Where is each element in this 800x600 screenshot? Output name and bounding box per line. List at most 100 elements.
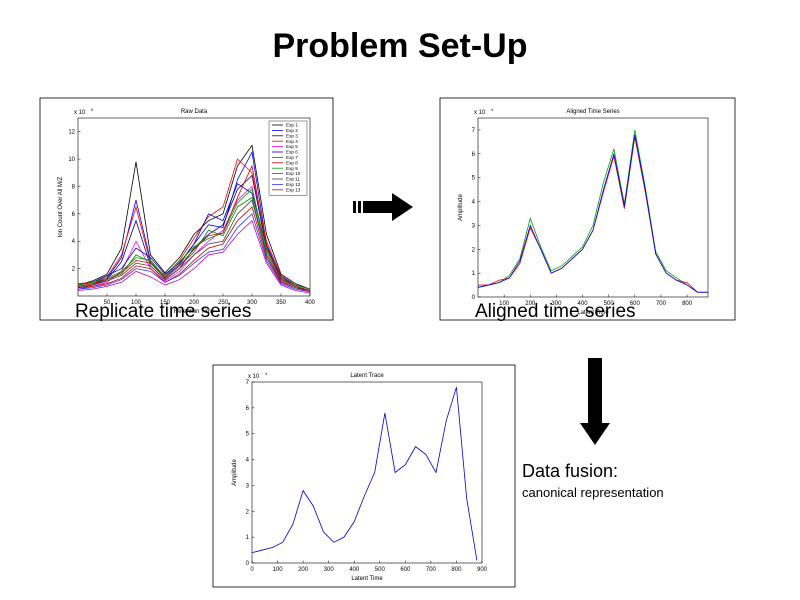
y-tick-label: 6 (72, 212, 76, 218)
data-line (78, 164, 310, 291)
chart-title: Raw Data (181, 109, 208, 115)
legend-box (268, 120, 308, 196)
plot-lines (252, 387, 478, 561)
y-axis-label: Ion Count Over All M/Z (58, 176, 64, 237)
chart: Raw Data Retention Time Ion Count Over All… (39, 97, 334, 321)
data-line (478, 134, 708, 293)
y-tick-label: 4 (472, 200, 476, 206)
plot-lines (78, 144, 310, 294)
y-multiplier: x 10 (248, 374, 260, 380)
y-tick-label: 4 (72, 239, 76, 245)
y-tick-label: 7 (472, 128, 476, 134)
y-tick-label: 1 (472, 271, 476, 277)
legend-label: Exp 6 (286, 150, 298, 155)
y-multiplier: x 10 (474, 110, 486, 116)
legend-label: Exp 13 (286, 187, 301, 192)
x-tick-label: 300 (247, 300, 258, 306)
y-axis-label: Amplitude (458, 194, 464, 221)
charts: Raw Data Retention Time Ion Count Over All… (39, 97, 736, 588)
y-tick-label: 7 (246, 380, 250, 386)
x-tick-label: 400 (349, 567, 360, 573)
chart-frame (439, 97, 736, 321)
y-tick-label: 3 (472, 223, 476, 229)
chart: Latent Trace Latent Time Amplitude x 10 4 0 10… (212, 364, 516, 588)
legend-label: Exp 2 (286, 128, 298, 133)
plot-lines (478, 129, 708, 293)
caption: canonical representation (522, 485, 664, 500)
legend-label: Exp 1 (286, 123, 298, 128)
y-tick-label: 12 (68, 130, 75, 136)
chart: Aligned Time Series Latent Time Amplitude x… (439, 97, 736, 321)
data-line (478, 129, 708, 293)
chart-title: Latent Trace (350, 373, 384, 379)
x-tick-label: 100 (499, 301, 510, 307)
x-tick-label: 500 (604, 301, 615, 307)
legend-label: Exp 8 (286, 160, 298, 165)
slide-title: Problem Set-Up (272, 27, 527, 65)
y-tick-label: 5 (246, 432, 250, 438)
chart-title: Aligned Time Series (566, 109, 619, 115)
legend-label: Exp 3 (286, 133, 298, 138)
x-tick-label: 600 (630, 301, 641, 307)
y-tick-label: 2 (72, 267, 76, 273)
legend-label: Exp 12 (286, 182, 301, 187)
y-multiplier-exponent: 4 (265, 371, 268, 376)
x-tick-label: 350 (276, 300, 287, 306)
data-line (78, 158, 310, 290)
y-tick-label: 2 (246, 509, 250, 515)
legend-label: Exp 7 (286, 155, 298, 160)
legend-label: Exp 11 (286, 177, 300, 182)
data-line (78, 196, 310, 291)
x-tick-label: 700 (426, 567, 437, 573)
x-tick-label: 500 (375, 567, 386, 573)
y-multiplier: x 10 (74, 110, 86, 116)
x-tick-label: 900 (477, 567, 488, 573)
data-line (78, 188, 310, 290)
data-line (78, 206, 310, 293)
x-axis-label: Latent Time (351, 576, 383, 582)
x-tick-label: 250 (218, 300, 229, 306)
y-tick-label: 0 (472, 295, 476, 301)
x-tick-label: 800 (682, 301, 693, 307)
plot-area (477, 117, 709, 298)
data-line (78, 219, 310, 294)
caption: Data fusion: (522, 461, 618, 481)
x-tick-label: 0 (250, 567, 254, 573)
y-tick-label: 5 (472, 176, 476, 182)
y-tick-label: 1 (246, 535, 250, 541)
right-arrow (353, 193, 413, 221)
legend-label: Exp 10 (286, 171, 301, 176)
y-tick-label: 3 (246, 483, 250, 489)
x-tick-label: 200 (298, 567, 309, 573)
chart-frame (212, 364, 516, 588)
x-tick-label: 100 (273, 567, 284, 573)
y-tick-label: 6 (246, 406, 250, 412)
plot-area (251, 381, 483, 564)
x-tick-label: 400 (578, 301, 589, 307)
x-tick-label: 700 (656, 301, 667, 307)
x-tick-label: 300 (551, 301, 562, 307)
y-tick-label: 4 (246, 458, 250, 464)
y-multiplier-exponent: 5 (91, 107, 94, 112)
x-axis-label: Retention Time (174, 309, 215, 315)
y-axis-label: Amplitude (232, 459, 238, 486)
y-multiplier-exponent: 4 (491, 107, 494, 112)
data-line (78, 199, 310, 291)
x-tick-label: 100 (131, 300, 142, 306)
x-tick-label: 600 (400, 567, 411, 573)
caption: Replicate time series (75, 301, 251, 322)
x-tick-label: 300 (324, 567, 335, 573)
y-tick-label: 6 (472, 152, 476, 158)
x-axis-label: Latent Time (577, 310, 609, 316)
x-tick-label: 200 (189, 300, 200, 306)
x-tick-label: 800 (451, 567, 462, 573)
x-tick-label: 50 (104, 300, 111, 306)
y-tick-label: 8 (72, 184, 76, 190)
x-tick-label: 400 (305, 300, 316, 306)
x-tick-label: 150 (160, 300, 171, 306)
y-tick-label: 10 (68, 157, 75, 163)
x-tick-label: 200 (525, 301, 536, 307)
legend-label: Exp 5 (286, 144, 298, 149)
